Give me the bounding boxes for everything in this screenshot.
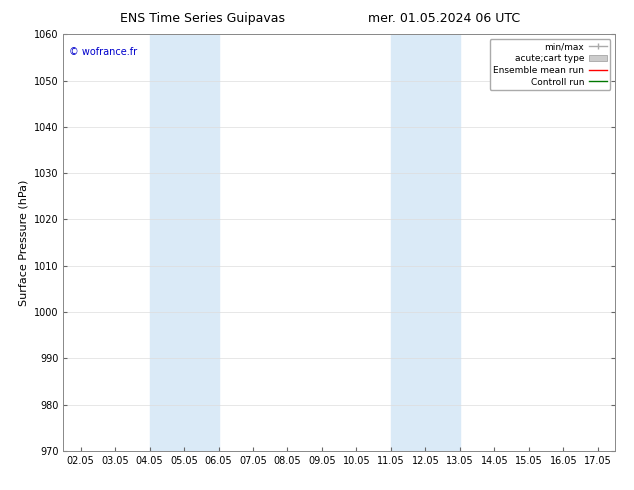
Bar: [150, 34, 219, 451]
Text: ENS Time Series Guipavas: ENS Time Series Guipavas: [120, 12, 285, 25]
Text: © wofrance.fr: © wofrance.fr: [69, 47, 137, 57]
Y-axis label: Surface Pressure (hPa): Surface Pressure (hPa): [18, 179, 29, 306]
Text: mer. 01.05.2024 06 UTC: mer. 01.05.2024 06 UTC: [368, 12, 520, 25]
Bar: [391, 34, 460, 451]
Legend: min/max, acute;cart type, Ensemble mean run, Controll run: min/max, acute;cart type, Ensemble mean …: [489, 39, 611, 90]
